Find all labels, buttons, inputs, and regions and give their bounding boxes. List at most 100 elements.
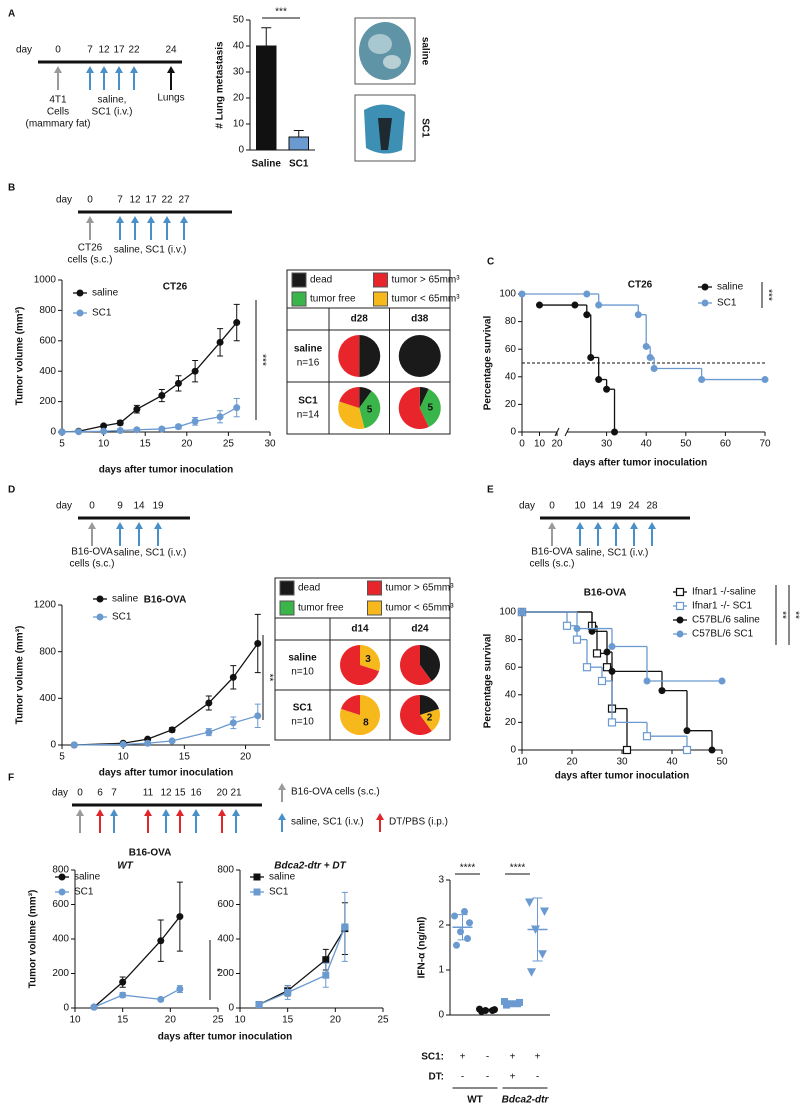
- x-tick-label: 50: [716, 757, 728, 768]
- x-tick-label: 30: [601, 439, 613, 450]
- arrow-head: [147, 216, 155, 223]
- data-point: [562, 621, 572, 630]
- data-point: [322, 971, 330, 979]
- chart-title: Bdca2-dtr + DT: [274, 861, 346, 872]
- data-point: [597, 676, 607, 686]
- x-tick-label: 15: [117, 1015, 129, 1026]
- data-point: [174, 379, 182, 387]
- y-tick-label: 20: [505, 399, 517, 410]
- y-tick-label: 30: [233, 67, 245, 78]
- timeline-note: saline,: [98, 95, 127, 106]
- row-n: n=14: [297, 410, 320, 421]
- series-line: [93, 988, 181, 1008]
- table-frame: [274, 577, 451, 741]
- data-point: [75, 428, 83, 436]
- y-tick-label: 0: [50, 427, 56, 438]
- y-tick-label: 400: [39, 693, 56, 704]
- timeline-day: 7: [87, 45, 93, 56]
- legend-label: tumor free: [310, 294, 356, 305]
- timeline-day: 12: [98, 45, 110, 56]
- pie-slice: [339, 387, 360, 408]
- data-point: [205, 699, 213, 707]
- arrow-head: [612, 522, 620, 529]
- x-tick-label: 0: [519, 439, 525, 450]
- x-tick-label: 20: [566, 757, 578, 768]
- condition-mark: -: [461, 1072, 464, 1083]
- y-tick-label: 200: [52, 968, 69, 979]
- x-axis-label: days after tumor inoculation: [99, 465, 233, 476]
- data-point: [174, 423, 182, 431]
- data-point: [683, 727, 691, 735]
- significance-label: **: [789, 611, 800, 619]
- legend-swatch: [373, 272, 388, 288]
- data-point: [518, 290, 526, 298]
- panel-title: B16-OVA: [129, 848, 172, 859]
- y-tick-label: 600: [52, 899, 69, 910]
- x-tick-label: 25: [223, 439, 235, 450]
- y-tick-label: 50: [233, 15, 245, 26]
- pie-slice: [420, 695, 440, 715]
- data-point: [608, 667, 616, 675]
- data-point: [718, 677, 726, 685]
- arrow-head: [135, 522, 143, 529]
- legend-swatch: [279, 580, 295, 596]
- data-point: [90, 1003, 98, 1011]
- timeline-day: 15: [174, 788, 186, 799]
- y-tick-label: 0: [63, 1003, 69, 1014]
- data-point: [176, 913, 184, 921]
- y-tick-label: 100: [499, 289, 516, 300]
- y-tick-label: 0: [510, 427, 516, 438]
- arrow-head: [54, 66, 62, 73]
- lung-photo-detail: [378, 118, 392, 150]
- condition-mark: -: [486, 1052, 489, 1063]
- data-point: [588, 627, 596, 635]
- timeline-day: 16: [190, 788, 202, 799]
- data-point: [253, 888, 261, 896]
- x-axis-label: days after tumor inoculation: [158, 1032, 292, 1043]
- timeline-day: 0: [55, 45, 61, 56]
- series-line: [258, 926, 346, 1006]
- data-point: [650, 365, 658, 373]
- arrow-head: [110, 809, 118, 816]
- timeline-day-label: day: [52, 788, 68, 799]
- condition-mark: -: [486, 1072, 489, 1083]
- y-tick-label: 10: [233, 119, 245, 130]
- arrow-head: [162, 809, 170, 816]
- y-axis-label: # Lung metastasis: [215, 41, 226, 129]
- chart-title: WT: [117, 861, 133, 872]
- x-tick-label: 20: [165, 1015, 177, 1026]
- y-tick-label: 1000: [34, 275, 57, 286]
- data-point: [701, 283, 709, 291]
- legend-swatch: [291, 272, 307, 288]
- x-tick-label: Saline: [252, 159, 282, 170]
- legend-label: SC1: [92, 308, 112, 319]
- data-point: [571, 301, 579, 309]
- timeline-day: 27: [178, 195, 190, 206]
- data-point: [540, 907, 549, 916]
- data-point: [592, 649, 602, 658]
- data-point: [538, 950, 547, 959]
- arrow-head: [376, 813, 384, 820]
- data-point: [676, 630, 684, 638]
- y-tick-label: 800: [52, 865, 69, 876]
- pie-slice: [398, 387, 429, 429]
- data-point: [583, 311, 591, 319]
- data-point: [476, 1005, 483, 1013]
- data-point: [583, 290, 591, 298]
- data-point: [168, 726, 176, 734]
- row-n: n=10: [291, 717, 314, 728]
- legend-label: SC1: [269, 887, 289, 898]
- arrow-head: [180, 216, 188, 223]
- row-label: saline: [294, 344, 323, 355]
- y-tick-label: 1200: [34, 600, 57, 611]
- legend-label: saline: [74, 872, 101, 883]
- x-tick-label: 5: [59, 752, 65, 763]
- condition-mark: -: [536, 1072, 539, 1083]
- column-header: d14: [351, 624, 369, 635]
- data-point: [116, 426, 124, 434]
- y-tick-label: 200: [217, 968, 234, 979]
- chart-title: CT26: [163, 282, 188, 293]
- x-tick-label: 15: [179, 752, 191, 763]
- pie-slice: [400, 695, 432, 735]
